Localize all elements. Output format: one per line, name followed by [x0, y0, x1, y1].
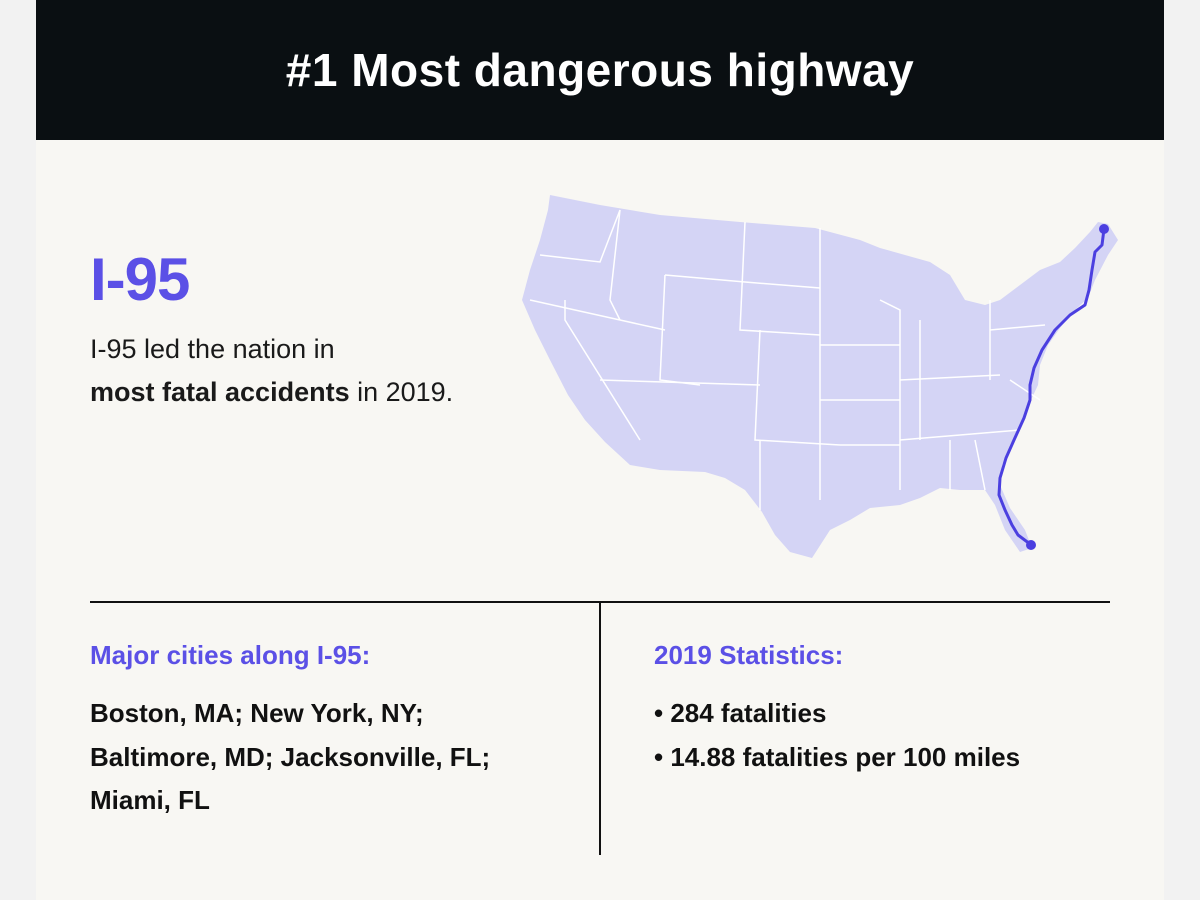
cities-line: Baltimore, MD; Jacksonville, FL; — [90, 741, 491, 772]
state-borders — [529, 209, 1046, 510]
desc-bold: most fatal accidents — [90, 377, 350, 407]
stats-list: • 284 fatalities • 14.88 fatalities per … — [654, 692, 1020, 779]
cities-line: Miami, FL — [90, 785, 210, 815]
stats-heading: 2019 Statistics: — [654, 640, 844, 670]
route-end-dot — [1026, 540, 1036, 550]
highway-description: I-95 led the nation in most fatal accide… — [90, 328, 453, 414]
stat-item: • 14.88 fatalities per 100 miles — [654, 741, 1021, 772]
cities-heading: Major cities along I-95: — [90, 640, 371, 670]
page-title: #1 Most dangerous highway — [285, 44, 915, 96]
highway-name: I-95 — [90, 246, 190, 313]
header-bar: #1 Most dangerous highway — [36, 0, 1164, 140]
route-start-dot — [1099, 224, 1109, 234]
desc-suffix: in 2019. — [349, 377, 454, 407]
desc-line-2: most fatal accidents in 2019. — [90, 371, 453, 414]
desc-line-1: I-95 led the nation in — [90, 334, 335, 364]
cities-list: Boston, MA; New York, NY; Baltimore, MD;… — [90, 692, 490, 823]
cities-line: Boston, MA; New York, NY; — [90, 698, 424, 728]
stat-item: • 284 fatalities — [654, 698, 827, 728]
section-divider-vertical — [599, 602, 601, 855]
i95-route-line — [997, 228, 1106, 546]
